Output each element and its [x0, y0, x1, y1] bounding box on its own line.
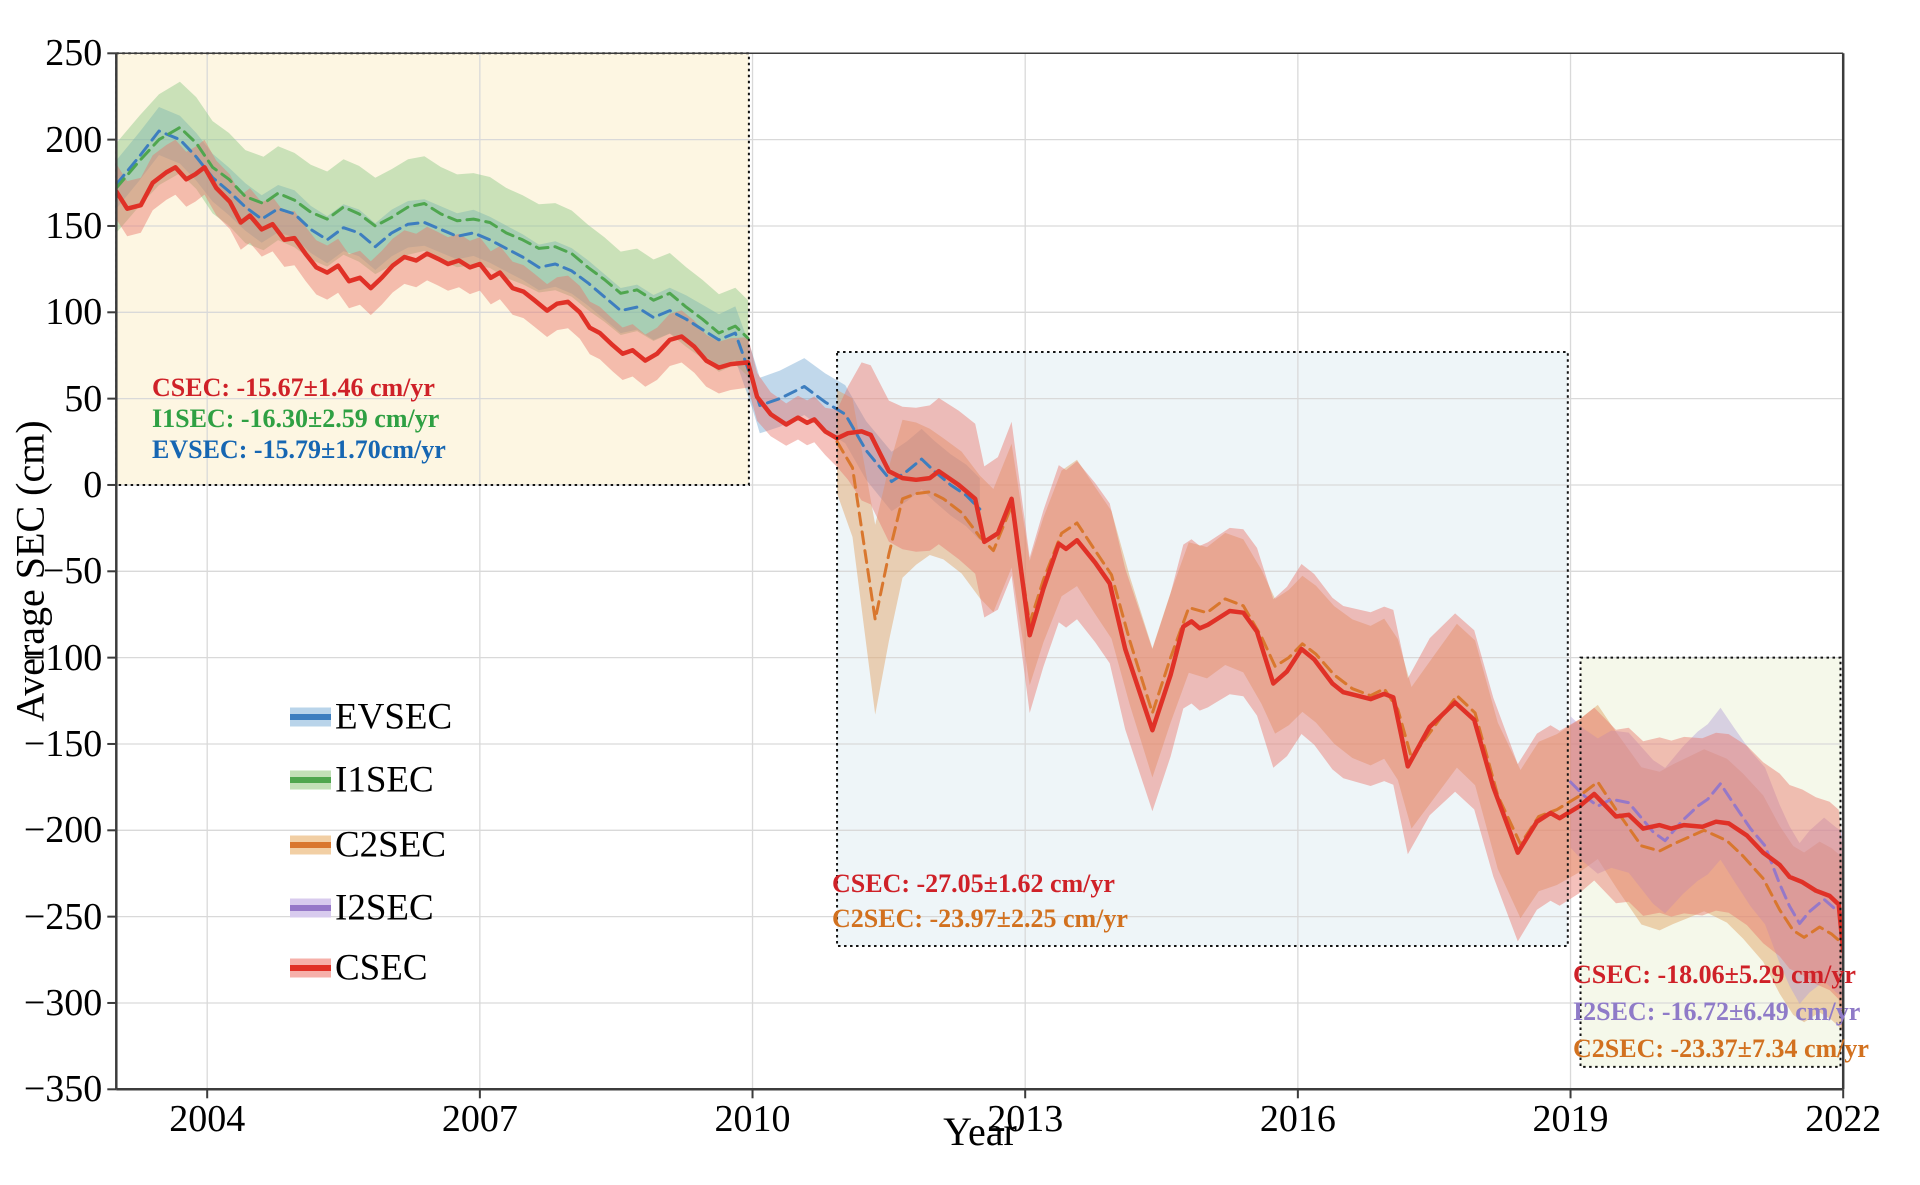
y-tick: 0	[83, 463, 103, 506]
legend-label: I1SEC	[335, 759, 434, 801]
x-tick: 2019	[1532, 1098, 1609, 1141]
i2sec-line-swatch	[290, 905, 331, 911]
y-tick: −250	[23, 895, 103, 938]
x-tick: 2010	[714, 1098, 791, 1141]
rate-line: CSEC: -27.05±1.62 cm/yr	[832, 869, 1115, 898]
x-axis-title: Year	[943, 1109, 1017, 1154]
y-tick: −300	[23, 981, 103, 1024]
y-tick: 150	[45, 204, 103, 247]
y-axis-title: Average SEC (cm)	[7, 420, 53, 722]
rate-line: CSEC: -15.67±1.46 cm/yr	[152, 373, 435, 402]
rate-line: C2SEC: -23.97±2.25 cm/yr	[832, 904, 1128, 933]
evsec-line-swatch	[290, 714, 331, 720]
rate-line: CSEC: -18.06±5.29 cm/yr	[1573, 960, 1856, 989]
x-tick: 2022	[1805, 1098, 1882, 1141]
y-tick: 50	[64, 377, 103, 420]
rates-annotation-2011-2019: CSEC: -27.05±1.62 cm/yr C2SEC: -23.97±2.…	[832, 866, 1128, 936]
y-tick: −350	[23, 1068, 103, 1111]
y-tick: −50	[42, 550, 103, 593]
i1sec-line-swatch	[290, 777, 331, 783]
legend-label: I2SEC	[335, 887, 434, 929]
legend-label: C2SEC	[335, 824, 447, 866]
rate-line: I2SEC: -16.72±6.49 cm/yr	[1573, 997, 1861, 1026]
y-tick: 200	[45, 118, 103, 161]
y-tick: 100	[45, 291, 103, 334]
legend-label: CSEC	[335, 947, 428, 989]
x-tick: 2004	[169, 1098, 246, 1141]
legend-label: EVSEC	[335, 696, 453, 738]
rates-annotation-2019-2022: CSEC: -18.06±5.29 cm/yr I2SEC: -16.72±6.…	[1573, 956, 1869, 1067]
csec-line-swatch	[290, 965, 331, 971]
rate-line: EVSEC: -15.79±1.70cm/yr	[152, 435, 446, 464]
rates-annotation-2003-2010: CSEC: -15.67±1.46 cm/yr I1SEC: -16.30±2.…	[152, 372, 446, 465]
c2sec-line-swatch	[290, 842, 331, 848]
x-tick: 2013	[987, 1098, 1064, 1141]
x-tick: 2016	[1259, 1098, 1336, 1141]
y-tick: 250	[45, 32, 103, 75]
rate-line: C2SEC: -23.37±7.34 cm/yr	[1573, 1034, 1869, 1063]
y-tick: −150	[23, 722, 103, 765]
y-tick: −100	[23, 636, 103, 679]
y-tick: −200	[23, 809, 103, 852]
x-tick: 2007	[441, 1098, 518, 1141]
rate-line: I1SEC: -16.30±2.59 cm/yr	[152, 404, 440, 433]
